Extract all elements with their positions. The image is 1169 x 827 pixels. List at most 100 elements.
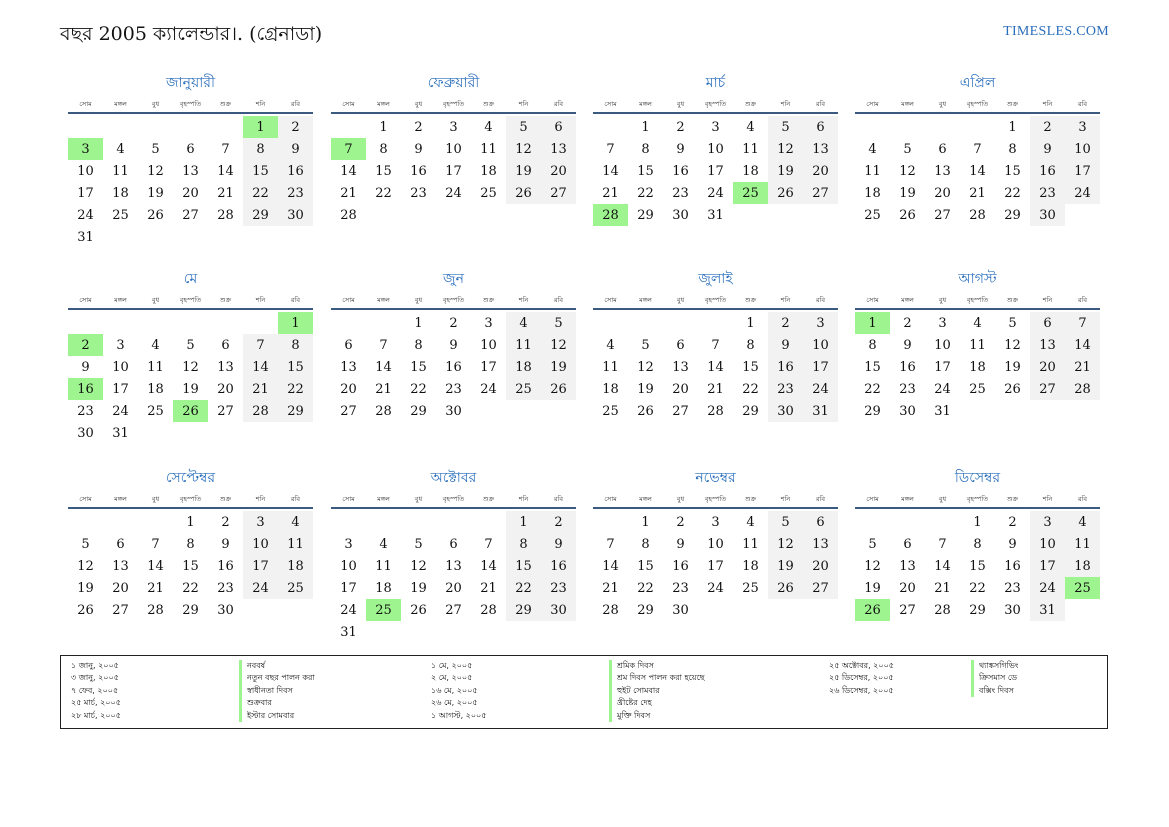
day-cell: 20 (541, 160, 576, 182)
day-cell: 10 (803, 334, 838, 356)
holiday-day-cell: 3 (68, 138, 103, 160)
day-cell: 23 (672, 185, 689, 201)
day-cell: 15 (864, 359, 881, 375)
day-cell: 1 (186, 514, 195, 530)
day-cell: 18 (480, 163, 497, 179)
legend-holiday-name: শুক্রবার (239, 697, 315, 710)
month-name: মে (183, 271, 198, 287)
site-brand[interactable]: TIMESLES.COM (1003, 24, 1109, 39)
day-cell: 23 (672, 580, 689, 596)
day-cell: 24 (1065, 182, 1100, 204)
day-cell: 14 (217, 163, 234, 179)
day-cell: 19 (506, 160, 541, 182)
day-cell: 7 (484, 536, 493, 552)
day-cell: 23 (445, 381, 462, 397)
day-cell: 28 (602, 602, 619, 618)
weekday-label: শুক্র (744, 296, 757, 304)
legend-holiday-name: থ্যাঙ্কসগিভিং (971, 660, 1018, 673)
day-cell: 11 (112, 163, 129, 179)
empty-day-cell (593, 511, 628, 533)
month-name: নভেম্বর (695, 470, 736, 486)
day-cell: 21 (707, 381, 724, 397)
holiday-day-cell: 2 (68, 334, 103, 356)
weekday-label: বুধ (414, 495, 423, 503)
empty-day-cell (855, 116, 890, 138)
day-cell: 3 (1030, 511, 1065, 533)
legend-date: ২৮ মার্চ, ২০০৫ (71, 710, 121, 720)
empty-day-cell (366, 511, 401, 533)
day-cell: 24 (480, 381, 497, 397)
holiday-day-cell: 28 (593, 204, 628, 226)
day-cell: 2 (1030, 116, 1065, 138)
day-cell: 13 (340, 359, 357, 375)
day-cell: 13 (934, 163, 951, 179)
page-title: বছর 2005 ক্যালেন্ডার।. (গ্রেনাডা) (60, 23, 323, 45)
weekday-label: সোম (604, 495, 617, 503)
day-cell: 27 (112, 602, 129, 618)
day-cell: 8 (243, 138, 278, 160)
day-grid: 1 2 3 4 5 6 7 8 9 10 11 12 13 14 15 16 17 18 19 20 21 22 23 24 2… (593, 116, 838, 226)
empty-day-cell (471, 511, 506, 533)
day-cell: 1 (641, 514, 650, 530)
weekday-label: শনি (255, 296, 266, 304)
day-cell: 25 (112, 207, 129, 223)
day-cell: 5 (903, 141, 912, 157)
month-name: ডিসেম্বর (954, 470, 1001, 486)
day-cell: 5 (641, 337, 650, 353)
day-cell: 17 (1065, 160, 1100, 182)
day-cell: 18 (112, 185, 129, 201)
day-cell: 20 (1030, 356, 1065, 378)
weekday-label: বৃহস্পতি (179, 100, 202, 108)
day-cell: 5 (186, 337, 195, 353)
legend-holiday-name: খ্রীষ্টের দেহ (609, 697, 705, 710)
weekday-label: রবি (815, 296, 826, 304)
day-cell: 6 (186, 141, 195, 157)
day-cell: 5 (506, 116, 541, 138)
day-cell: 9 (278, 138, 313, 160)
day-cell: 10 (340, 558, 357, 574)
legend-date: ১ মে, ২০০৫ (431, 661, 473, 670)
empty-day-cell (68, 312, 103, 334)
day-cell: 18 (375, 580, 392, 596)
day-cell: 19 (637, 381, 654, 397)
day-cell: 4 (746, 514, 755, 530)
day-cell: 7 (221, 141, 230, 157)
month-calendar: জুন সোম মঙ্গল বুধ বৃহস্পতি শুক্র শনি রবি 1 2 3 4 5 6 7… (331, 268, 576, 422)
weekday-label: শনি (1042, 100, 1053, 108)
empty-day-cell (173, 116, 208, 138)
day-cell: 25 (480, 185, 497, 201)
day-grid: 1 2 3 4 5 6 7 8 9 10 11 12 13 14 15 16 17 18 19 20 21 22 23 24 2… (331, 312, 576, 422)
empty-day-cell (68, 511, 103, 533)
day-cell: 31 (934, 403, 951, 419)
day-cell: 27 (803, 182, 838, 204)
day-cell: 21 (340, 185, 357, 201)
weekday-header: সোম মঙ্গল বুধ বৃহস্পতি শুক্র শনি রবি (68, 97, 313, 114)
month-name: জুন (443, 271, 464, 287)
day-cell: 20 (340, 381, 357, 397)
day-cell: 4 (1065, 511, 1100, 533)
day-cell: 19 (77, 580, 94, 596)
weekday-label: সোম (342, 495, 355, 503)
weekday-label: শনি (518, 100, 529, 108)
month-calendar: জানুয়ারী সোম মঙ্গল বুধ বৃহস্পতি শুক্র শনি রবি 1… (68, 72, 313, 248)
day-cell: 6 (676, 337, 685, 353)
day-cell: 4 (116, 141, 125, 157)
weekday-label: বুধ (676, 100, 685, 108)
day-cell: 26 (899, 207, 916, 223)
day-cell: 21 (147, 580, 164, 596)
empty-day-cell (628, 312, 663, 334)
day-cell: 13 (182, 163, 199, 179)
weekday-label: শনি (780, 100, 791, 108)
day-cell: 27 (899, 602, 916, 618)
day-cell: 13 (672, 359, 689, 375)
legend-date: ৭ ফেব, ২০০৫ (71, 685, 119, 695)
day-cell: 5 (151, 141, 160, 157)
empty-day-cell (593, 116, 628, 138)
legend-name-column: নববর্ষ নতুন বছর পালন করা স্বাধীনতা দিবস শুক… (239, 660, 315, 723)
empty-day-cell (366, 312, 401, 334)
day-cell: 18 (506, 356, 541, 378)
day-cell: 16 (672, 163, 689, 179)
day-cell: 1 (379, 119, 388, 135)
day-cell: 18 (969, 359, 986, 375)
day-grid: 1 2 3 4 5 6 7 8 9 10 11 12 13 14 15 16 17 18 19 20 21 22 23 24 2… (331, 116, 576, 226)
